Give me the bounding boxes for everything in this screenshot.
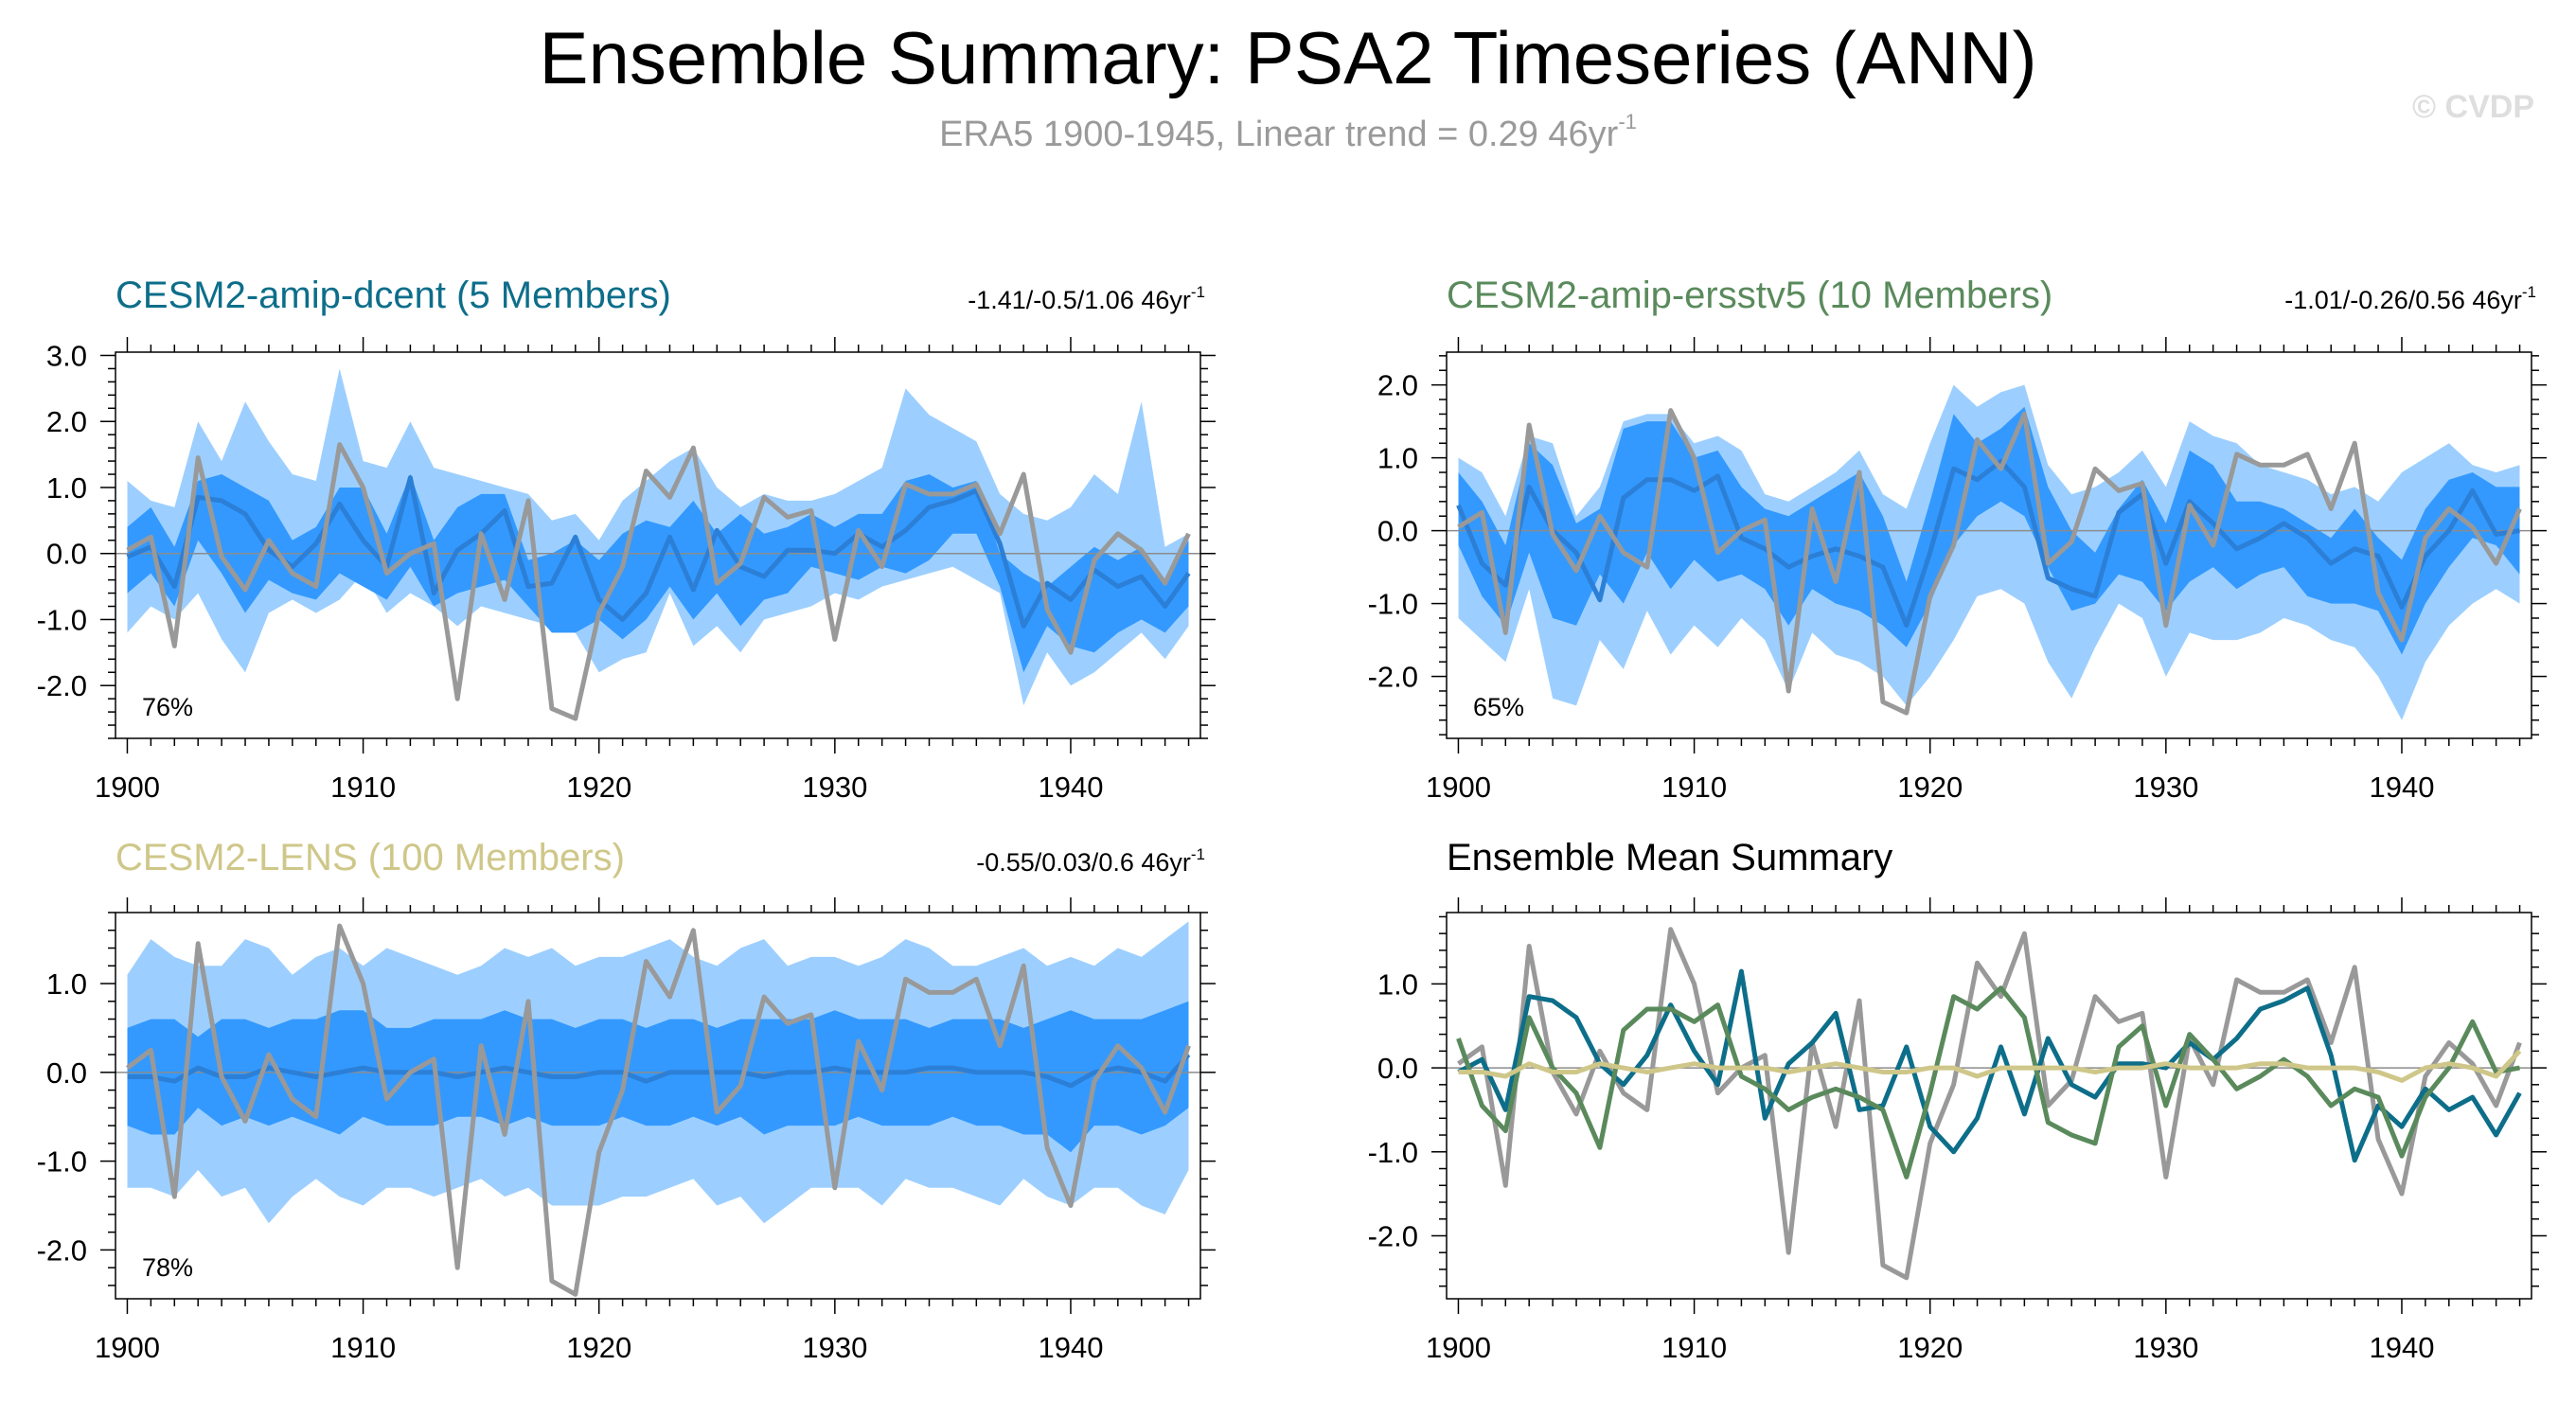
subtitle-superscript: -1 [1618,110,1637,133]
y-tick-label: 3.0 [46,339,87,372]
percent-label: 76% [142,693,193,721]
y-tick-label: 1.0 [46,967,87,1001]
y-tick-label: -2.0 [37,1233,87,1267]
x-tick-label: 1930 [802,1331,867,1364]
x-tick-label: 1900 [1426,1331,1491,1364]
plot-frame [1446,912,2532,1300]
x-tick-label: 1930 [2133,771,2198,804]
x-tick-label: 1940 [1038,1331,1103,1364]
y-tick-label: -1.0 [1368,1136,1418,1169]
plot-frame [115,351,1201,739]
subtitle-text: ERA5 1900-1945, Linear trend = 0.29 46yr [939,115,1619,154]
x-tick-label: 1910 [1661,1331,1727,1364]
y-tick-label: -2.0 [1368,661,1418,694]
chart-panel-dcent: 1900 1910 1920 1930 1940 3.0 2.0 1.0 0.0 -1.0 -2.0… [37,337,1216,804]
x-tick-label: 1930 [802,771,867,804]
y-tick-label: -1.0 [1368,588,1418,621]
x-tick-label: 1940 [2369,771,2434,804]
series-line-era5 [1457,927,2522,1281]
panel-title-ersstv5: CESM2-amip-ersstv5 (10 Members) [1447,275,2053,316]
x-tick-label: 1940 [1038,771,1103,804]
observed-line [1457,408,2522,716]
ensemble-mean-line [127,1053,1191,1089]
trend-superscript: -1 [1190,283,1205,301]
plot-area [1447,384,2532,720]
y-tick-label: 1.0 [1377,967,1418,1001]
y-tick-label: 0.0 [46,538,87,571]
y-tick-label: 0.0 [1377,515,1418,548]
chart-panel-lens: 1900 1910 1920 1930 1940 1.0 0.0 -1.0 -2.0 78% [37,897,1216,1364]
x-tick-label: 1910 [330,771,396,804]
observed-line [125,923,1191,1297]
observed-line [126,442,1191,721]
x-tick-label: 1940 [2369,1331,2434,1364]
y-tick-label: 1.0 [1377,442,1418,475]
ensemble-mean-line [1456,459,2520,629]
y-tick-label: -1.0 [37,1145,87,1179]
chart-panel-ersstv5: 1900 1910 1920 1930 1940 2.0 1.0 0.0 -1.0 -2.0 65% [1368,337,2547,804]
panel-trend-lens: -0.55/0.03/0.6 46yr-1 [976,846,1205,876]
x-tick-label: 1920 [1897,771,1963,804]
plot-area [1447,927,2532,1281]
figure-title: Ensemble Summary: PSA2 Timeseries (ANN) [539,16,2037,99]
series-line-cesm2-lens [1458,1049,2522,1083]
trend-superscript: -1 [2521,283,2536,301]
percent-label: 78% [142,1253,193,1282]
ensemble-mean-line [126,475,1191,629]
panel-trend-ersstv5: -1.01/-0.26/0.56 46yr-1 [2284,284,2536,313]
chart-panel-summary: 1900 1910 1920 1930 1940 1.0 0.0 -1.0 -2.0 [1368,897,2547,1364]
figure-subtitle: ERA5 1900-1945, Linear trend = 0.29 46yr… [0,110,2576,154]
plot-frame [115,912,1201,1300]
ensemble-spread-band [1458,406,2520,655]
x-tick-label: 1900 [1426,771,1491,804]
x-tick-label: 1920 [1897,1331,1963,1364]
panel-trend-dcent: -1.41/-0.5/1.06 46yr-1 [968,284,1205,313]
y-tick-label: 0.0 [1377,1052,1418,1085]
trend-text: -0.55/0.03/0.6 46yr [976,848,1191,877]
y-tick-label: -2.0 [37,669,87,702]
x-tick-label: 1930 [2133,1331,2198,1364]
percent-label: 65% [1473,693,1524,721]
x-tick-label: 1910 [330,1331,396,1364]
x-tick-label: 1900 [95,771,160,804]
watermark: © CVDP [2412,89,2534,125]
trend-text: -1.41/-0.5/1.06 46yr [968,286,1191,314]
y-tick-label: -2.0 [1368,1219,1418,1252]
x-tick-label: 1900 [95,1331,160,1364]
plot-area [115,368,1200,721]
panel-title-summary: Ensemble Mean Summary [1447,837,1893,878]
y-tick-label: 1.0 [46,471,87,505]
plot-area [115,921,1200,1297]
trend-superscript: -1 [1190,845,1205,863]
trend-text: -1.01/-0.26/0.56 46yr [2284,286,2522,314]
y-tick-label: 0.0 [46,1056,87,1090]
panel-title-dcent: CESM2-amip-dcent (5 Members) [115,275,671,316]
x-tick-label: 1910 [1661,771,1727,804]
y-tick-label: 2.0 [1377,369,1418,402]
y-tick-label: -1.0 [37,603,87,636]
ensemble-spread-band [127,474,1189,673]
series-line-cesm2-amip-ersstv5 [1456,985,2520,1179]
panel-title-lens: CESM2-LENS (100 Members) [115,837,625,878]
x-tick-label: 1920 [566,771,631,804]
y-tick-label: 2.0 [46,405,87,438]
x-tick-label: 1920 [566,1331,631,1364]
